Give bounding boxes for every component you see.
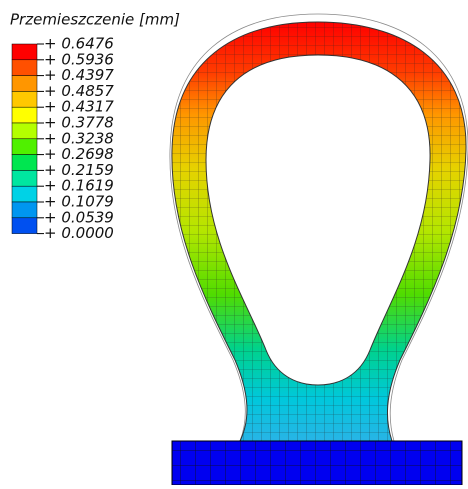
legend-swatch — [12, 139, 37, 155]
legend-title: Przemieszczenie [mm] — [10, 11, 180, 29]
legend-swatch — [12, 44, 37, 60]
base-mesh — [172, 441, 462, 485]
legend-swatch — [12, 91, 37, 107]
legend-label: + 0.0000 — [44, 224, 114, 242]
legend: + 0.6476+ 0.5936+ 0.4397+ 0.4857+ 0.4317… — [12, 35, 114, 243]
legend-swatch — [12, 60, 37, 76]
legend-swatch — [12, 76, 37, 92]
legend-swatch — [12, 123, 37, 139]
fea-figure: Przemieszczenie [mm] + 0.6476+ 0.5936+ 0… — [0, 0, 468, 485]
legend-swatch — [12, 186, 37, 202]
mesh-overlay — [172, 22, 466, 441]
legend-swatch — [12, 170, 37, 186]
legend-swatch — [12, 155, 37, 171]
legend-swatch — [12, 202, 37, 218]
legend-swatch — [12, 107, 37, 123]
page: Przemieszczenie [mm] + 0.6476+ 0.5936+ 0… — [0, 0, 468, 485]
legend-swatch — [12, 218, 37, 234]
